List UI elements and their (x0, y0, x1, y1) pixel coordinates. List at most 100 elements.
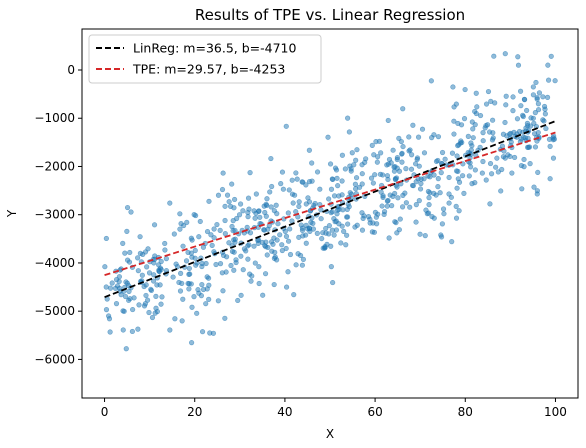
scatter-point (217, 227, 223, 233)
scatter-point (435, 184, 441, 190)
legend-tpe-label: TPE: m=29.57, b=-4253 (132, 62, 285, 77)
scatter-point (325, 134, 331, 140)
scatter-point (326, 196, 332, 202)
scatter-point (148, 287, 155, 294)
scatter-point (304, 226, 311, 232)
scatter-point (215, 298, 221, 304)
scatter-point (460, 173, 466, 179)
scatter-point (229, 181, 235, 187)
scatter-point (449, 150, 456, 156)
scatter-point (468, 140, 474, 146)
x-tick-label: 100 (544, 405, 567, 419)
scatter-point (189, 340, 195, 346)
scatter-point (322, 244, 328, 250)
scatter-point (222, 217, 228, 224)
scatter-point (550, 155, 557, 161)
scatter-point (162, 247, 168, 253)
scatter-point (143, 292, 149, 299)
scatter-point (534, 96, 540, 102)
scatter-point (344, 214, 351, 220)
scatter-point (144, 264, 150, 270)
scatter-point (532, 110, 538, 116)
scatter-point (152, 310, 158, 316)
scatter-point (300, 233, 306, 239)
scatter-point (341, 228, 347, 234)
scatter-point (333, 218, 339, 224)
scatter-point (540, 94, 546, 100)
scatter-point (514, 116, 521, 122)
scatter-point (263, 213, 269, 219)
scatter-point (303, 240, 309, 246)
scatter-point (328, 243, 334, 249)
scatter-point (231, 267, 237, 273)
scatter-point (199, 282, 205, 288)
scatter-point (470, 135, 476, 141)
scatter-point (381, 211, 387, 218)
scatter-point (219, 270, 225, 276)
scatter-point (269, 248, 275, 254)
scatter-point (533, 79, 539, 86)
scatter-point (151, 222, 158, 228)
scatter-point (222, 231, 228, 237)
scatter-point (330, 279, 336, 286)
scatter-point (245, 256, 251, 262)
scatter-point (113, 277, 120, 283)
scatter-point (214, 221, 220, 228)
scatter-point (369, 142, 375, 148)
scatter-point (206, 198, 212, 204)
scatter-point (431, 215, 437, 221)
scatter-point (473, 90, 479, 96)
scatter-point (399, 204, 406, 210)
scatter-point (312, 200, 318, 207)
scatter-point (384, 203, 390, 209)
scatter-point (410, 122, 416, 128)
y-tick-label: 0 (67, 63, 75, 77)
scatter-point (376, 138, 383, 144)
scatter-point (120, 327, 126, 333)
x-tick-label: 40 (277, 405, 292, 419)
scatter-point (359, 171, 365, 177)
x-tick-label: 20 (187, 405, 202, 419)
scatter-point (154, 282, 160, 288)
scatter-point (192, 255, 198, 261)
scatter-point (495, 169, 501, 175)
scatter-point (149, 314, 156, 321)
scatter-point (252, 215, 258, 221)
scatter-point (394, 165, 400, 171)
scatter-point (279, 242, 285, 248)
scatter-point (167, 200, 173, 206)
scatter-point (334, 175, 340, 181)
scatter-point (159, 294, 165, 300)
scatter-point (191, 294, 197, 300)
scatter-point (499, 143, 505, 149)
scatter-point (494, 155, 500, 161)
scatter-point (185, 249, 191, 256)
scatter-point (283, 123, 289, 129)
scatter-point (482, 125, 488, 131)
scatter-point (461, 190, 467, 196)
scatter-point (517, 88, 524, 94)
scatter-point (519, 186, 525, 192)
scatter-point (368, 175, 375, 181)
scatter-point (438, 170, 444, 176)
scatter-point (541, 118, 547, 124)
scatter-point (417, 231, 423, 237)
scatter-point (344, 206, 350, 213)
scatter-point (310, 220, 316, 226)
scatter-point (106, 313, 112, 319)
scatter-point (399, 159, 405, 165)
scatter-point (109, 280, 115, 286)
scatter-point (487, 201, 493, 207)
scatter-point (199, 260, 205, 267)
scatter-point (395, 195, 401, 201)
scatter-point (167, 327, 173, 333)
scatter-point (274, 211, 280, 217)
plot-frame (81, 28, 579, 399)
scatter-point (536, 90, 543, 96)
scatter-point (480, 138, 486, 144)
scatter-point (146, 309, 152, 316)
scatter-point (413, 219, 419, 225)
scatter-point (526, 144, 533, 150)
scatter-point (247, 230, 254, 236)
scatter-point (196, 234, 202, 240)
